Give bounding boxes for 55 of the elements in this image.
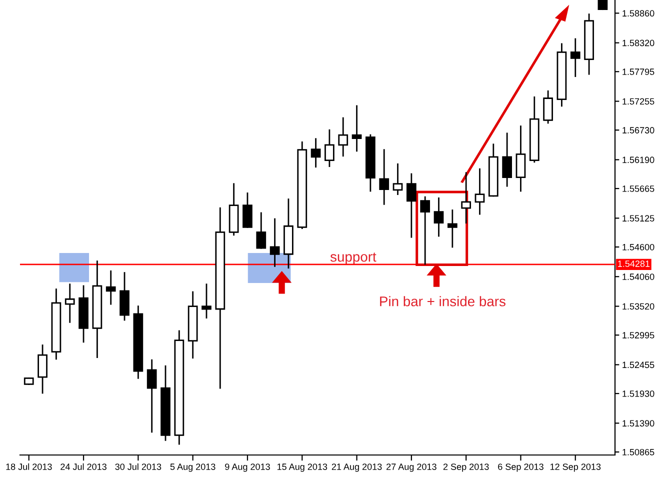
x-tick-label: 30 Jul 2013 <box>115 463 162 470</box>
candlestick <box>352 105 362 152</box>
x-tick-label: 21 Aug 2013 <box>332 464 382 472</box>
y-tick-label: 1.51930 <box>622 390 654 397</box>
y-tick-label: 1.55665 <box>622 186 654 192</box>
candlestick <box>420 196 430 265</box>
candlestick <box>474 168 485 215</box>
candlestick <box>202 284 212 318</box>
candlestick <box>38 344 48 394</box>
y-tick-label: 1.58320 <box>622 40 654 46</box>
text: 1.54281 <box>618 260 650 267</box>
x-tick-label: 18 Jul 2013 <box>6 463 52 470</box>
x-tick-label: 24 Jul 2013 <box>60 463 106 470</box>
candlestick <box>242 192 252 228</box>
candlestick <box>516 126 526 192</box>
y-tick-label: 1.56190 <box>622 156 654 164</box>
x-tick-label: 27 Aug 2013 <box>386 464 436 472</box>
candlestick <box>64 284 75 323</box>
candlestick <box>543 90 553 124</box>
candlestick <box>598 0 608 10</box>
y-tick-label: 1.58860 <box>622 10 654 17</box>
y-tick-label: 1.54600 <box>622 244 654 250</box>
candlestick <box>379 149 390 205</box>
candlestick <box>461 172 472 224</box>
y-tick-label: 1.52455 <box>622 362 654 368</box>
candlestick <box>570 38 580 77</box>
candlestick <box>270 218 280 267</box>
y-tick-label: 1.52995 <box>622 332 654 338</box>
y-tick-label: 1.53520 <box>622 303 654 310</box>
x-tick-label: 15 Aug 2013 <box>277 464 328 472</box>
candlestick <box>106 270 116 305</box>
x-tick-label: 12 Sep 2013 <box>550 464 601 472</box>
x-tick-label: 9 Aug 2013 <box>225 464 270 472</box>
annotation: Pin bar + inside bars <box>380 296 506 306</box>
y-tick-label: 1.51390 <box>622 420 654 427</box>
y-tick-label: 1.57795 <box>622 68 654 75</box>
candlestick <box>434 197 444 237</box>
candlestick <box>256 212 266 249</box>
candlestick <box>447 210 458 248</box>
y-tick-label: 1.50865 <box>622 448 654 456</box>
x-tick-label: 6 Sep 2013 <box>498 464 544 472</box>
y-tick-label: 1.57255 <box>622 98 654 105</box>
candlestick <box>502 132 512 187</box>
y-tick-label: 1.55125 <box>622 215 654 222</box>
candlestick <box>406 173 416 238</box>
candlestick <box>310 138 321 168</box>
x-tick-label: 5 Aug 2013 <box>170 464 216 472</box>
ref-line-label: support <box>330 252 376 264</box>
candlestick <box>392 163 403 195</box>
y-tick-label: 1.54060 <box>622 274 654 280</box>
y-tick-label: 1.56730 <box>622 127 654 134</box>
candlestick <box>324 129 334 167</box>
candlestick <box>338 117 348 157</box>
candlestick <box>146 359 157 433</box>
x-tick-label: 2 Sep 2013 <box>443 464 489 472</box>
